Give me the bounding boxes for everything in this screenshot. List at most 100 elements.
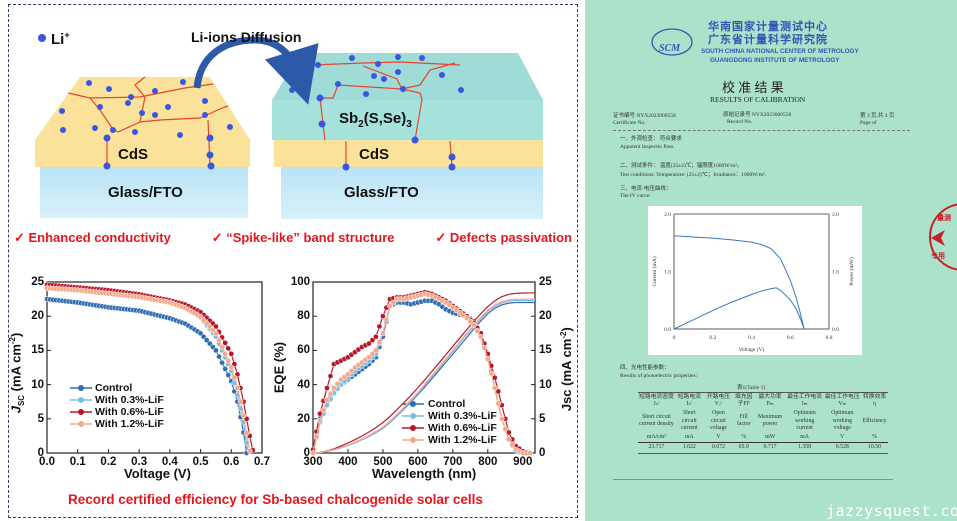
legend-label: With 0.6%-LiF (428, 422, 497, 434)
y2-tick-label: 10 (539, 378, 552, 391)
table-cell: 65.9 (733, 442, 755, 454)
x-tick-label: 400 (338, 456, 358, 468)
y-tick-label: 60 (297, 344, 310, 357)
org-en-1: SOUTH CHINA NATIONAL CENTER OF METROLOGY (701, 48, 859, 55)
absorber-part: Sb (339, 110, 359, 127)
x-tick-label: 0.7 (254, 456, 270, 468)
data-point (387, 303, 393, 309)
data-point (348, 368, 355, 374)
absorber-label: Sb2(S,Se)3 (339, 110, 412, 130)
table-cell: % (733, 433, 755, 444)
right-cds-label: CdS (359, 146, 389, 163)
x-tick-label: 0.6 (223, 456, 240, 468)
data-point (383, 316, 390, 323)
table-cell: V (823, 433, 862, 444)
ylabel-part: (mA cm (8, 344, 24, 395)
x-tick-label: 900 (513, 456, 533, 468)
left-li-ions (59, 79, 233, 170)
jv-y-axis-label: JSC (mA cm-2) (5, 318, 29, 428)
diffusion-arrow-icon (193, 36, 319, 105)
table-cell: 短路电流Iₛᶜ (674, 392, 704, 410)
data-point (498, 415, 505, 422)
legend-label: Control (95, 382, 133, 394)
ylabel-sup: -2 (558, 331, 568, 339)
y-tick-label: 0 (37, 447, 44, 459)
ylabel-part: Jsc (mA cm (559, 338, 575, 412)
data-point (324, 385, 330, 391)
table-cell: 开路电压Vₒᶜ (703, 392, 734, 410)
y-tick-label: 2.0 (664, 212, 671, 218)
x-tick-label: 800 (478, 456, 498, 468)
data-point (240, 412, 247, 419)
legend-marker (410, 425, 416, 431)
bullet-defects: ✓ Defects passivation (435, 230, 572, 245)
eqe-line (312, 291, 530, 454)
data-point (219, 344, 225, 350)
table-cell: % (861, 433, 888, 444)
y2-tick-label: 0.0 (832, 327, 839, 333)
data-point (366, 340, 372, 347)
legend-label: With 0.3%-LiF (95, 394, 164, 406)
legend-marker (410, 401, 416, 407)
x-tick-label: 0.6 (787, 335, 794, 341)
data-point (317, 417, 323, 424)
data-point (327, 373, 334, 379)
section-1-en: Apparent Inspectio Pass. (620, 144, 675, 150)
x-tick-label: 700 (443, 456, 463, 468)
data-point (216, 337, 222, 343)
footer-divider (613, 479, 893, 480)
series-with-1-2-lif (44, 285, 253, 454)
x-tick-label: 0.0 (39, 456, 55, 468)
data-point (509, 441, 516, 448)
left-glass-label: Glass/FTO (108, 184, 183, 201)
data-point (526, 450, 533, 456)
absorber-sub: 3 (406, 119, 412, 130)
jv-chart (44, 281, 263, 456)
table-cell: 0.672 (703, 442, 734, 454)
section-4-cn: 四、光电性能参数： (620, 365, 670, 371)
table-cell: 短路电流密度Jₛᶜ (638, 392, 675, 410)
table-cell: Short circuit current (681, 410, 698, 431)
series-current (673, 235, 805, 330)
table-cell: 填充因子FF (733, 392, 755, 410)
right-cds-layer (274, 140, 543, 167)
data-point (222, 366, 228, 372)
y-tick-label: 1.0 (664, 270, 671, 276)
y-axis-label: Current (mA) (651, 256, 658, 286)
caption: Record certified efficiency for Sb-based… (68, 492, 483, 507)
table-cell: mA (674, 433, 704, 444)
data-point (219, 359, 225, 366)
y-tick-label: 20 (297, 412, 310, 425)
section-2-en: Test conditions: Temperature: (25±2)℃；Ir… (620, 172, 767, 178)
stamp-text: 量测 (937, 213, 951, 222)
data-point (216, 353, 222, 360)
data-point (470, 321, 477, 328)
integrated-jsc-line (312, 292, 535, 454)
x-axis-label: Voltage (V) (739, 346, 765, 353)
data-point (488, 370, 495, 377)
data-point (495, 400, 502, 407)
section-4-en: Results of photoelectric properties: (620, 373, 698, 379)
legend-marker (78, 421, 84, 427)
header-divider (613, 130, 910, 131)
page-no-en: Page of (860, 120, 877, 126)
table-cell: Open circuit voltage (709, 410, 727, 431)
data-point (373, 347, 379, 354)
data-point (491, 385, 498, 391)
x-tick-label: 0 (673, 335, 676, 341)
data-point (225, 372, 232, 378)
table-cell: Fill factor (736, 414, 751, 428)
table-cell: Maximum power (757, 414, 783, 428)
data-point (231, 374, 238, 381)
li-charge: + (64, 30, 70, 40)
data-point (463, 315, 470, 321)
data-point (228, 350, 235, 357)
cert-no: 证书编号 NYX2023000558 (613, 113, 676, 119)
legend-label: With 0.3%-LiF (428, 410, 497, 422)
table-cell: 转换效率η (861, 392, 888, 410)
right-absorber-top-face (272, 53, 543, 100)
iv-curve-chart: 0 0.2 0.4 0.6 0.8 0.0 1.0 2.0 0.0 1.0 2.0 Voltage (… (648, 206, 862, 355)
y2-tick-label: 5 (539, 412, 546, 425)
data-point (373, 333, 379, 340)
plot-frame (312, 281, 536, 454)
